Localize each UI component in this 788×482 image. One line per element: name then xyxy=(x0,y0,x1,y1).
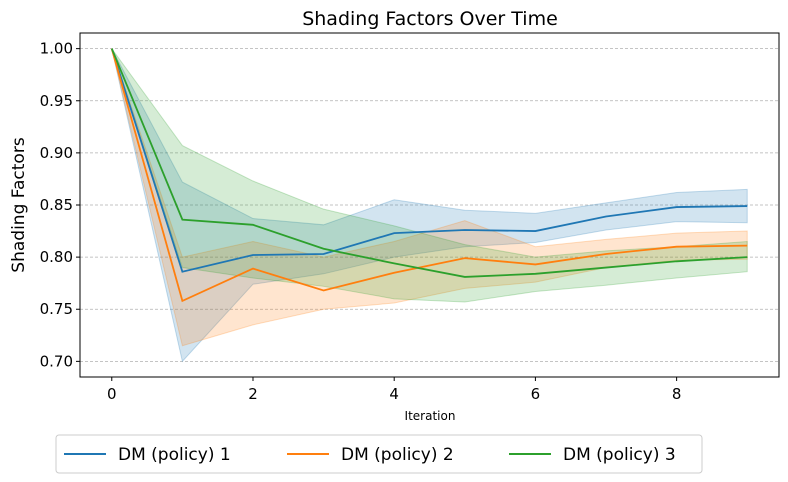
x-axis: 0 2 4 6 8 xyxy=(107,377,681,403)
x-axis-label: Iteration xyxy=(405,409,456,423)
legend-label-3: DM (policy) 3 xyxy=(563,445,676,465)
chart-title: Shading Factors Over Time xyxy=(302,8,558,30)
x-tick-label: 0 xyxy=(107,385,117,403)
legend-label-1: DM (policy) 1 xyxy=(118,445,231,465)
y-tick-label: 0.95 xyxy=(40,92,73,110)
y-axis-label: Shading Factors xyxy=(9,137,29,273)
y-axis: 0.70 0.75 0.80 0.85 0.90 0.95 1.00 xyxy=(40,40,80,370)
confidence-bands xyxy=(111,48,748,363)
y-tick-label: 0.70 xyxy=(40,352,73,370)
y-tick-label: 0.80 xyxy=(40,248,73,266)
series-lines xyxy=(110,48,748,303)
y-tick-label: 0.85 xyxy=(40,196,73,214)
y-tick-label: 0.75 xyxy=(40,300,73,318)
x-tick-label: 6 xyxy=(531,385,541,403)
x-tick-label: 2 xyxy=(248,385,258,403)
legend: DM (policy) 1 DM (policy) 2 DM (policy) 3 xyxy=(55,434,703,474)
line-series-3 xyxy=(110,48,748,278)
legend-box xyxy=(55,434,703,474)
x-tick-label: 8 xyxy=(672,385,682,403)
y-tick-label: 1.00 xyxy=(40,40,73,58)
line-series-2 xyxy=(110,48,748,303)
line-series-1 xyxy=(110,48,748,273)
grid-lines xyxy=(80,48,779,362)
x-tick-label: 4 xyxy=(389,385,399,403)
legend-label-2: DM (policy) 2 xyxy=(341,445,454,465)
band-series-2 xyxy=(111,48,748,347)
y-tick-label: 0.90 xyxy=(40,144,73,162)
